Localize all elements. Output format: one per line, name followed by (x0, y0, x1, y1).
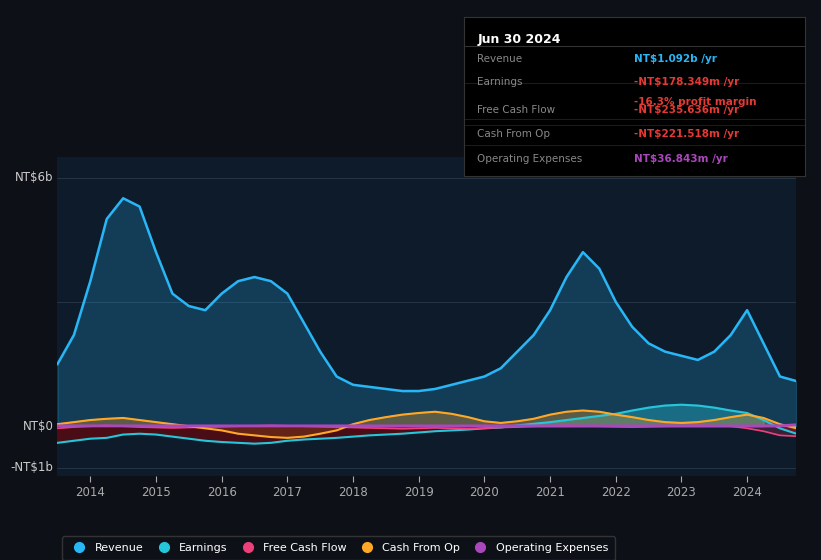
Text: NT$1.092b /yr: NT$1.092b /yr (635, 54, 717, 63)
Text: Operating Expenses: Operating Expenses (478, 154, 583, 164)
Legend: Revenue, Earnings, Free Cash Flow, Cash From Op, Operating Expenses: Revenue, Earnings, Free Cash Flow, Cash … (62, 536, 615, 560)
Text: -NT$178.349m /yr: -NT$178.349m /yr (635, 77, 740, 87)
Text: Earnings: Earnings (478, 77, 523, 87)
Text: -NT$221.518m /yr: -NT$221.518m /yr (635, 129, 740, 138)
Text: -NT$1b: -NT$1b (11, 461, 53, 474)
Text: Revenue: Revenue (478, 54, 523, 63)
Text: NT$6b: NT$6b (15, 171, 53, 184)
Text: Jun 30 2024: Jun 30 2024 (478, 32, 561, 46)
Text: -NT$235.636m /yr: -NT$235.636m /yr (635, 105, 740, 115)
Text: -16.3% profit margin: -16.3% profit margin (635, 97, 757, 106)
Text: Cash From Op: Cash From Op (478, 129, 551, 138)
Text: NT$0: NT$0 (22, 420, 53, 433)
Text: NT$36.843m /yr: NT$36.843m /yr (635, 154, 728, 164)
Text: Free Cash Flow: Free Cash Flow (478, 105, 556, 115)
